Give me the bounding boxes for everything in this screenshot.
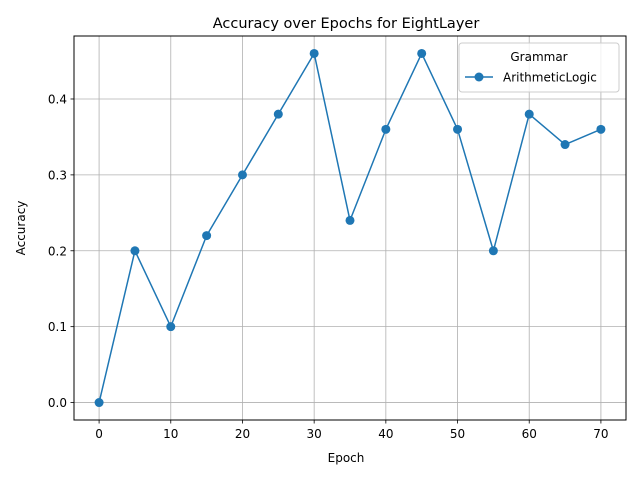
- grid: [74, 36, 626, 420]
- x-tick-label: 40: [378, 427, 393, 441]
- y-axis-title: Accuracy: [14, 201, 28, 256]
- x-tick-label: 0: [95, 427, 103, 441]
- data-point: [130, 246, 140, 256]
- y-tick-label: 0.2: [48, 244, 67, 258]
- data-point: [309, 48, 319, 58]
- x-tick-label: 50: [450, 427, 465, 441]
- legend-entry-label: ArithmeticLogic: [503, 71, 597, 85]
- y-tick-label: 0.1: [48, 320, 67, 334]
- legend-marker-swatch: [474, 72, 484, 82]
- data-point: [94, 398, 104, 408]
- x-axis-title: Epoch: [328, 451, 365, 465]
- data-point: [273, 109, 283, 119]
- data-point: [596, 124, 606, 134]
- x-tick-label: 70: [593, 427, 608, 441]
- data-point: [381, 124, 391, 134]
- chart-title: Accuracy over Epochs for EightLayer: [213, 16, 480, 32]
- legend-title: Grammar: [510, 50, 567, 64]
- data-point: [417, 48, 427, 58]
- plot-frame: [73, 35, 627, 421]
- data-point: [488, 246, 498, 256]
- x-tick-label: 20: [235, 427, 250, 441]
- x-tick-label: 30: [307, 427, 322, 441]
- legend-box: [458, 42, 620, 93]
- legend: Grammar ArithmeticLogic: [458, 42, 620, 93]
- data-point: [237, 170, 247, 180]
- data-point: [202, 231, 212, 241]
- y-tick-label: 0.0: [48, 396, 67, 410]
- data-point: [524, 109, 534, 119]
- x-tick-label: 10: [163, 427, 178, 441]
- series-layer: [94, 48, 606, 408]
- y-tick-label: 0.4: [48, 92, 67, 106]
- ticks: 0 10 20 30 40 50 60 70 0.0 0.1 0.2 0.3 0.4: [48, 92, 609, 441]
- data-point: [560, 140, 570, 150]
- data-point: [166, 322, 176, 332]
- x-tick-label: 60: [522, 427, 537, 441]
- data-point: [345, 215, 355, 225]
- data-point: [453, 124, 463, 134]
- y-tick-label: 0.3: [48, 168, 67, 182]
